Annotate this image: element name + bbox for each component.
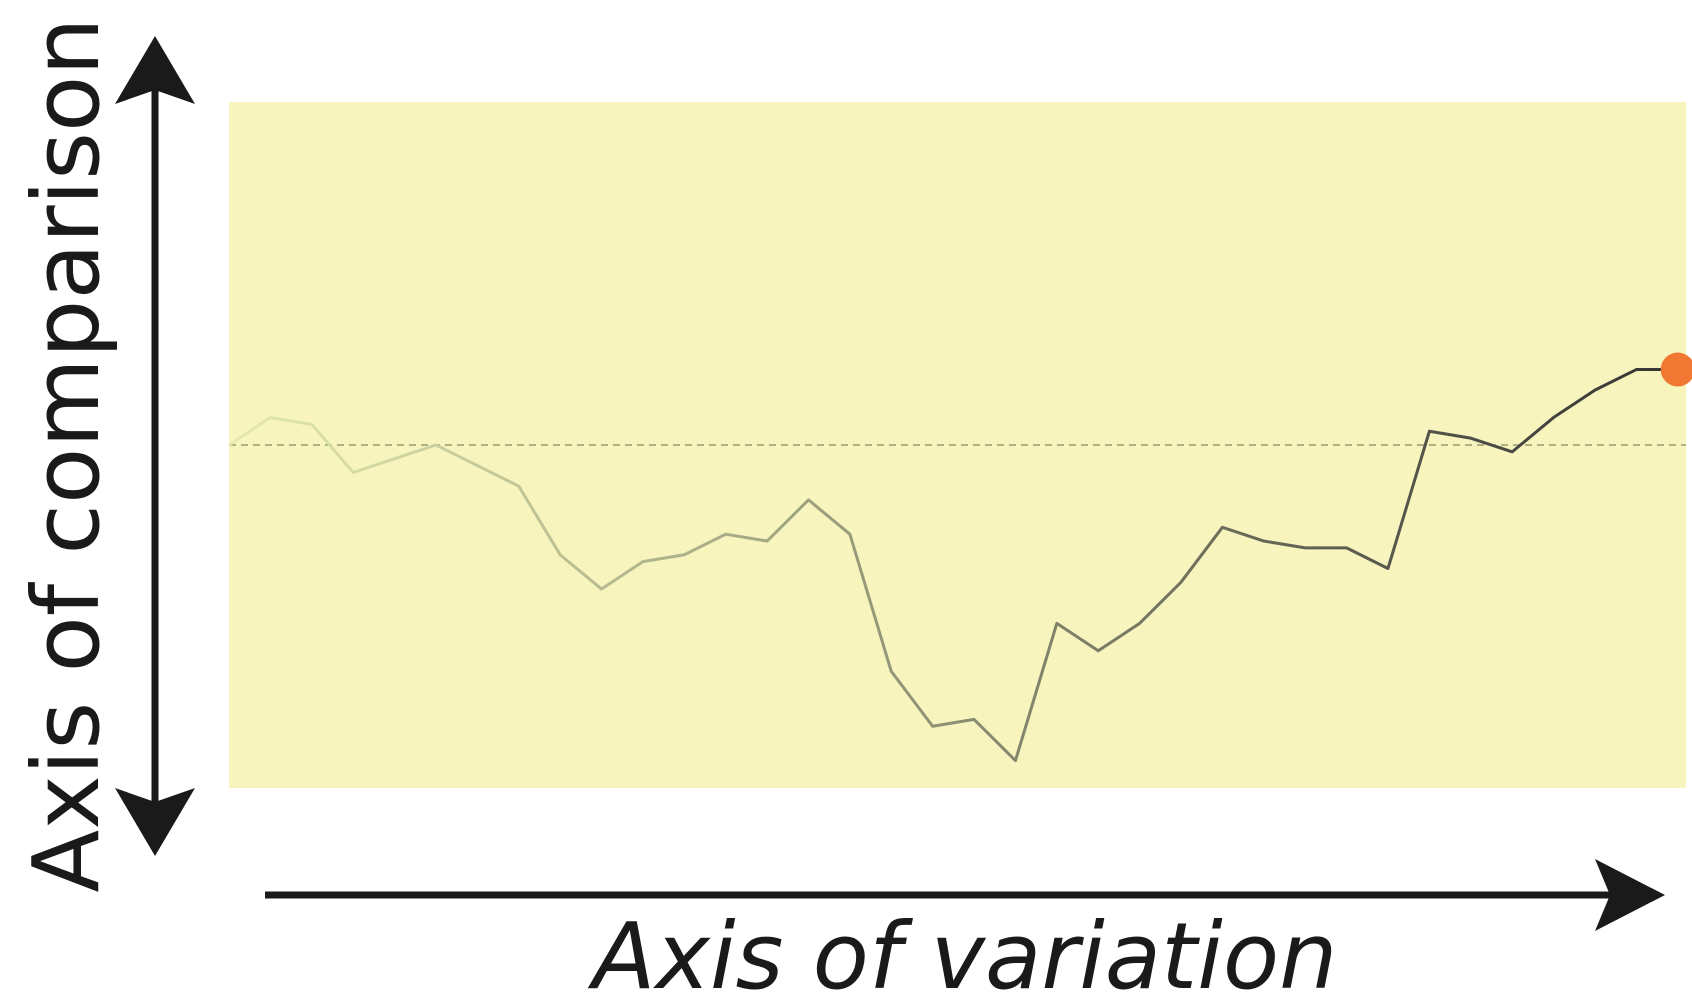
y-arrow-head bbox=[115, 36, 195, 104]
x-arrow-head bbox=[1595, 859, 1665, 931]
end-point bbox=[1660, 352, 1692, 387]
y-axis-label: Axis of comparison bbox=[13, 17, 120, 892]
series-line bbox=[228, 368, 1678, 763]
y-arrow-head bbox=[115, 788, 195, 856]
x-axis-label: Axis of variation bbox=[588, 903, 1338, 994]
plot-area bbox=[228, 102, 1692, 788]
